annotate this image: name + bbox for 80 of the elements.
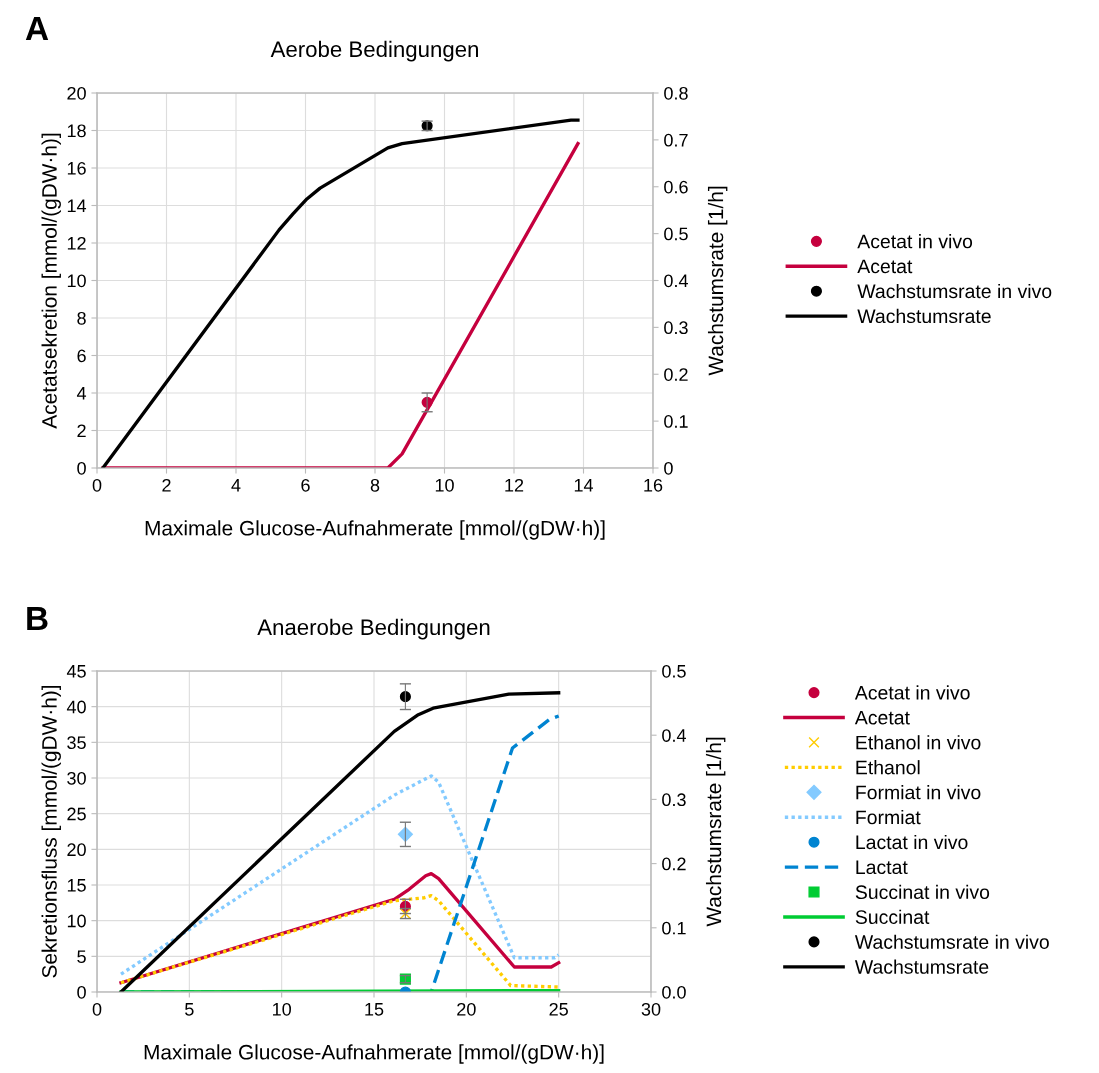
- x-tick-label: 5: [185, 1003, 194, 1016]
- y2-tick-label: 0.3: [662, 793, 686, 807]
- line-series: [119, 774, 561, 976]
- text: A: [25, 17, 49, 40]
- y-tick-label: 35: [67, 736, 86, 750]
- legend-label: Formiat in vivo: [856, 785, 981, 800]
- y2-tick-label: 0.4: [662, 729, 686, 742]
- y2-tick-label: 0.8: [664, 86, 688, 100]
- x-tick-label: 8: [370, 478, 380, 492]
- chart-title: Aerobe Bedingungen: [270, 40, 478, 62]
- y-tick-label: 0: [77, 985, 86, 999]
- x-tick-label: 2: [162, 478, 171, 492]
- x-axis-title: Maximale Glucose-Aufnahmerate [mmol/(gDW·h)]: [145, 520, 605, 540]
- y-tick-label: 18: [67, 124, 86, 138]
- y-tick-label: 14: [67, 199, 87, 213]
- x-tick-label: 14: [574, 479, 594, 492]
- x-tick-label: 4: [231, 479, 241, 492]
- legend-label: Acetat: [857, 259, 913, 274]
- y2-axis-title: Wachstumsrate [1/h]: [707, 186, 728, 376]
- x-tick-label: 10: [435, 478, 454, 492]
- legend-label: Lactat in vivo: [856, 834, 968, 850]
- legend-label: Acetat in vivo: [854, 685, 970, 700]
- x-tick-label: 10: [273, 1002, 291, 1016]
- legend-label: Acetat in vivo: [857, 234, 973, 249]
- y2-tick-label: 0.4: [664, 274, 688, 288]
- y-tick-label: 5: [77, 950, 86, 964]
- legend-label: Lactat: [856, 860, 908, 875]
- y-tick-label: 16: [67, 161, 86, 175]
- legend-label: Ethanol: [856, 760, 920, 775]
- y-tick-label: 6: [77, 349, 86, 363]
- y2-tick-label: 0.1: [664, 415, 688, 428]
- legend-label: Acetat: [854, 710, 910, 725]
- y-tick-label: 20: [67, 86, 86, 100]
- y-tick-label: 10: [67, 274, 86, 288]
- legend-label: Succinat: [855, 909, 930, 924]
- x-tick-label: 16: [644, 478, 663, 492]
- y2-axis-title: Wachstumsrate [1/h]: [705, 737, 726, 927]
- x-tick-label: 6: [301, 478, 310, 492]
- x-tick-label: 12: [505, 478, 524, 492]
- y-tick-label: 30: [67, 771, 86, 785]
- y-tick-label: 45: [66, 665, 86, 678]
- line-series: [119, 894, 561, 989]
- y2-tick-label: 0.0: [662, 985, 686, 999]
- y-tick-label: 2: [77, 424, 86, 438]
- y2-tick-label: 0.5: [662, 664, 686, 678]
- x-tick-label: 15: [365, 1003, 384, 1016]
- x-axis-title: Maximale Glucose-Aufnahmerate [mmol/(gDW·h)]: [144, 1044, 604, 1064]
- y-tick-label: 12: [67, 236, 86, 250]
- y-tick-label: 10: [67, 914, 86, 928]
- y-tick-label: 0: [77, 461, 86, 475]
- chart-title: Anaerobe Bedingungen: [257, 618, 490, 640]
- legend-label: Wachstumsrate in vivo: [854, 934, 1049, 949]
- x-tick-label: 0: [92, 1002, 102, 1016]
- x-tick-label: 30: [641, 1002, 661, 1016]
- y2-tick-label: 0.2: [664, 368, 688, 381]
- legend-label: Succinat in vivo: [855, 884, 990, 900]
- y-tick-label: 15: [67, 879, 86, 892]
- text: B: [27, 607, 48, 630]
- y-axis-title: Acetatsekretion [mmol/(gDW·h)]: [41, 133, 61, 429]
- legend-label: Formiat: [856, 809, 921, 825]
- y-tick-label: 4: [76, 387, 87, 400]
- y2-tick-label: 0.5: [664, 227, 688, 241]
- y-axis-title: Sekretionsfluss [mmol/(gDW·h)]: [41, 685, 61, 978]
- y-tick-label: 20: [67, 843, 86, 857]
- x-tick-label: 20: [457, 1002, 476, 1016]
- y-tick-label: 40: [66, 700, 86, 714]
- y-tick-label: 25: [67, 807, 86, 821]
- x-tick-label: 0: [92, 478, 102, 492]
- x-tick-label: 25: [549, 1002, 568, 1016]
- y2-tick-label: 0.6: [664, 180, 688, 194]
- y-tick-label: 8: [77, 311, 86, 325]
- y2-tick-label: 0.3: [664, 321, 688, 335]
- legend-label: Ethanol in vivo: [856, 735, 981, 750]
- y2-tick-label: 0: [664, 461, 673, 475]
- y2-tick-label: 0.1: [662, 921, 686, 935]
- legend-label: Wachstumsrate in vivo: [857, 283, 1052, 299]
- y2-tick-label: 0.7: [664, 133, 688, 147]
- legend-label: Wachstumsrate: [854, 959, 989, 974]
- legend-label: Wachstumsrate: [857, 308, 991, 324]
- y2-tick-label: 0.2: [662, 857, 686, 871]
